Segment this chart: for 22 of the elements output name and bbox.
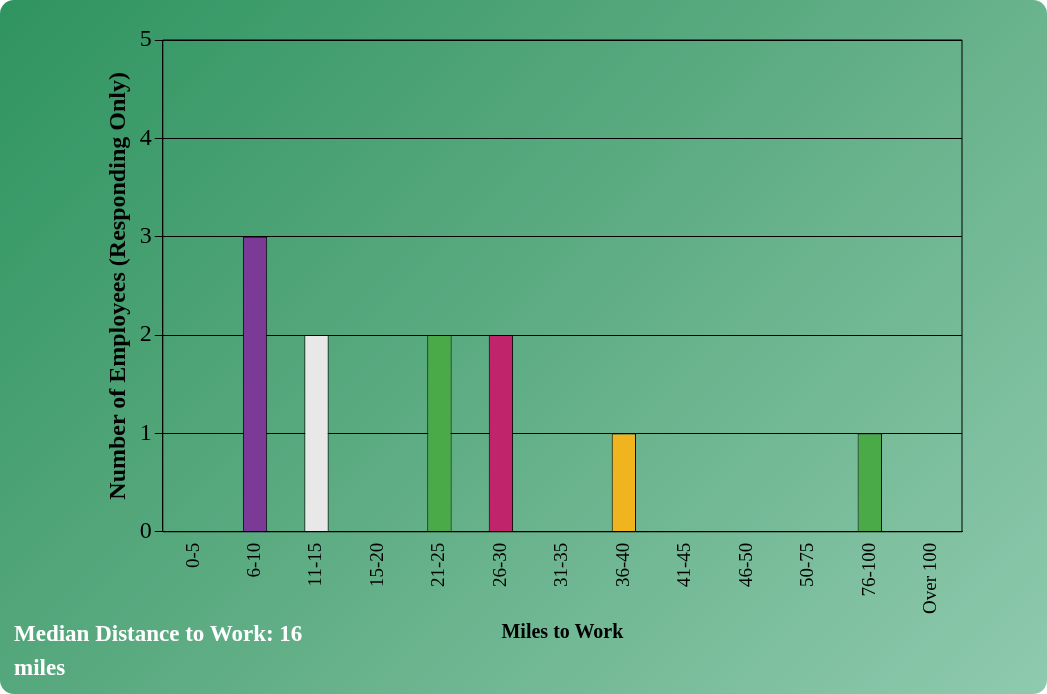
x-tick-label: 41-45 xyxy=(673,542,695,588)
x-tick-label: 21-25 xyxy=(427,542,449,588)
x-tick-label: 76-100 xyxy=(857,542,879,597)
x-tick-label: 0-5 xyxy=(181,542,203,569)
x-tick-label: 46-50 xyxy=(734,542,756,588)
y-tick-label: 1 xyxy=(139,418,152,445)
x-tick-label: 50-75 xyxy=(796,542,818,588)
y-axis-title: Number of Employees (Responding Only) xyxy=(103,72,130,500)
y-tick-label: 2 xyxy=(139,320,152,347)
y-tick-label: 4 xyxy=(139,123,152,150)
x-tick-label: 26-30 xyxy=(488,542,510,588)
x-tick-label: Over 100 xyxy=(919,542,941,614)
y-tick-label: 0 xyxy=(139,517,152,544)
y-tick-label: 3 xyxy=(139,222,152,248)
x-tick-label: 15-20 xyxy=(365,542,387,588)
x-tick-label: 6-10 xyxy=(243,542,264,578)
x-tick-label: 11-15 xyxy=(304,542,326,587)
x-tick-label: 36-40 xyxy=(611,542,633,588)
x-tick-label: 31-35 xyxy=(550,542,572,588)
text: Median Distance to Work: 16 miles xyxy=(14,620,304,682)
y-tick-label: 5 xyxy=(139,25,152,52)
x-axis-title: Miles to Work xyxy=(501,620,625,643)
